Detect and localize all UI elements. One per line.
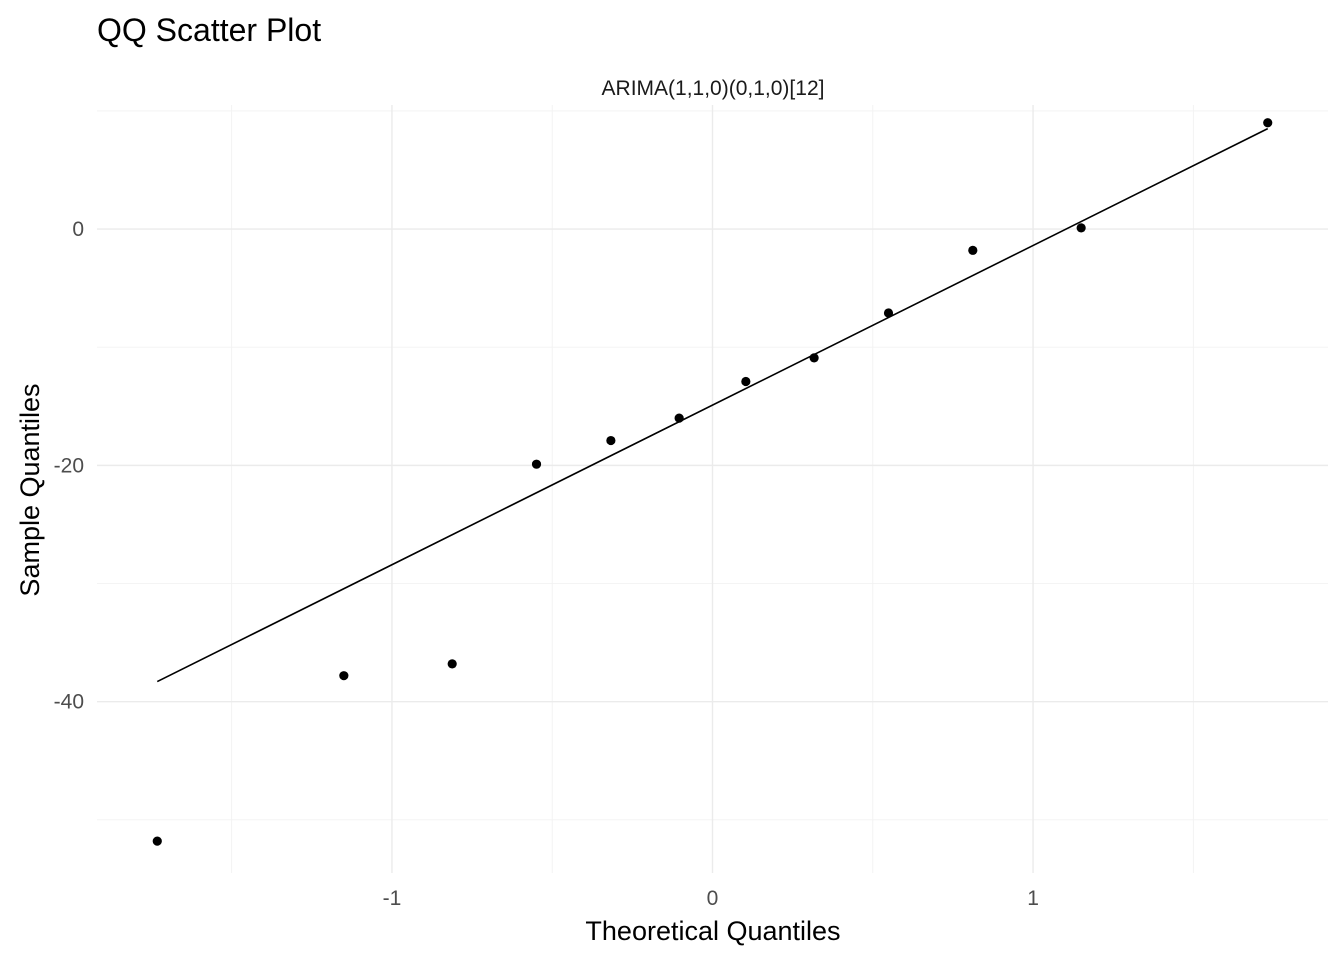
qq-point: [531, 459, 542, 469]
y-tick-label: -40: [54, 691, 84, 714]
facet-label: ARIMA(1,1,0)(0,1,0)[12]: [602, 77, 825, 100]
x-axis-title: Theoretical Quantiles: [585, 916, 840, 946]
reference-line-layer: [156, 127, 1269, 683]
qq-point: [447, 659, 457, 669]
qq-point: [674, 413, 684, 423]
grid: [97, 105, 1328, 873]
chart-title: QQ Scatter Plot: [97, 12, 321, 48]
qq-point: [1263, 118, 1273, 128]
points-layer: [152, 118, 1273, 846]
qq-point: [741, 376, 751, 387]
x-tick-label: -1: [383, 887, 402, 910]
qq-point: [968, 245, 978, 255]
y-tick-label: -20: [54, 454, 84, 477]
y-axis-title: Sample Quantiles: [15, 383, 45, 596]
qq-point: [606, 435, 616, 446]
qq-reference-line: [156, 127, 1269, 683]
y-tick-label: 0: [72, 218, 84, 241]
qq-point: [1076, 223, 1086, 233]
qq-point: [152, 836, 162, 846]
x-tick-label: 1: [1027, 887, 1039, 910]
qq-point: [883, 308, 894, 318]
qq-point: [809, 353, 819, 363]
qq-point: [339, 671, 349, 681]
tick-labels: -1 0 1 -40 -20 0: [54, 218, 1039, 910]
x-tick-label: 0: [707, 887, 719, 910]
